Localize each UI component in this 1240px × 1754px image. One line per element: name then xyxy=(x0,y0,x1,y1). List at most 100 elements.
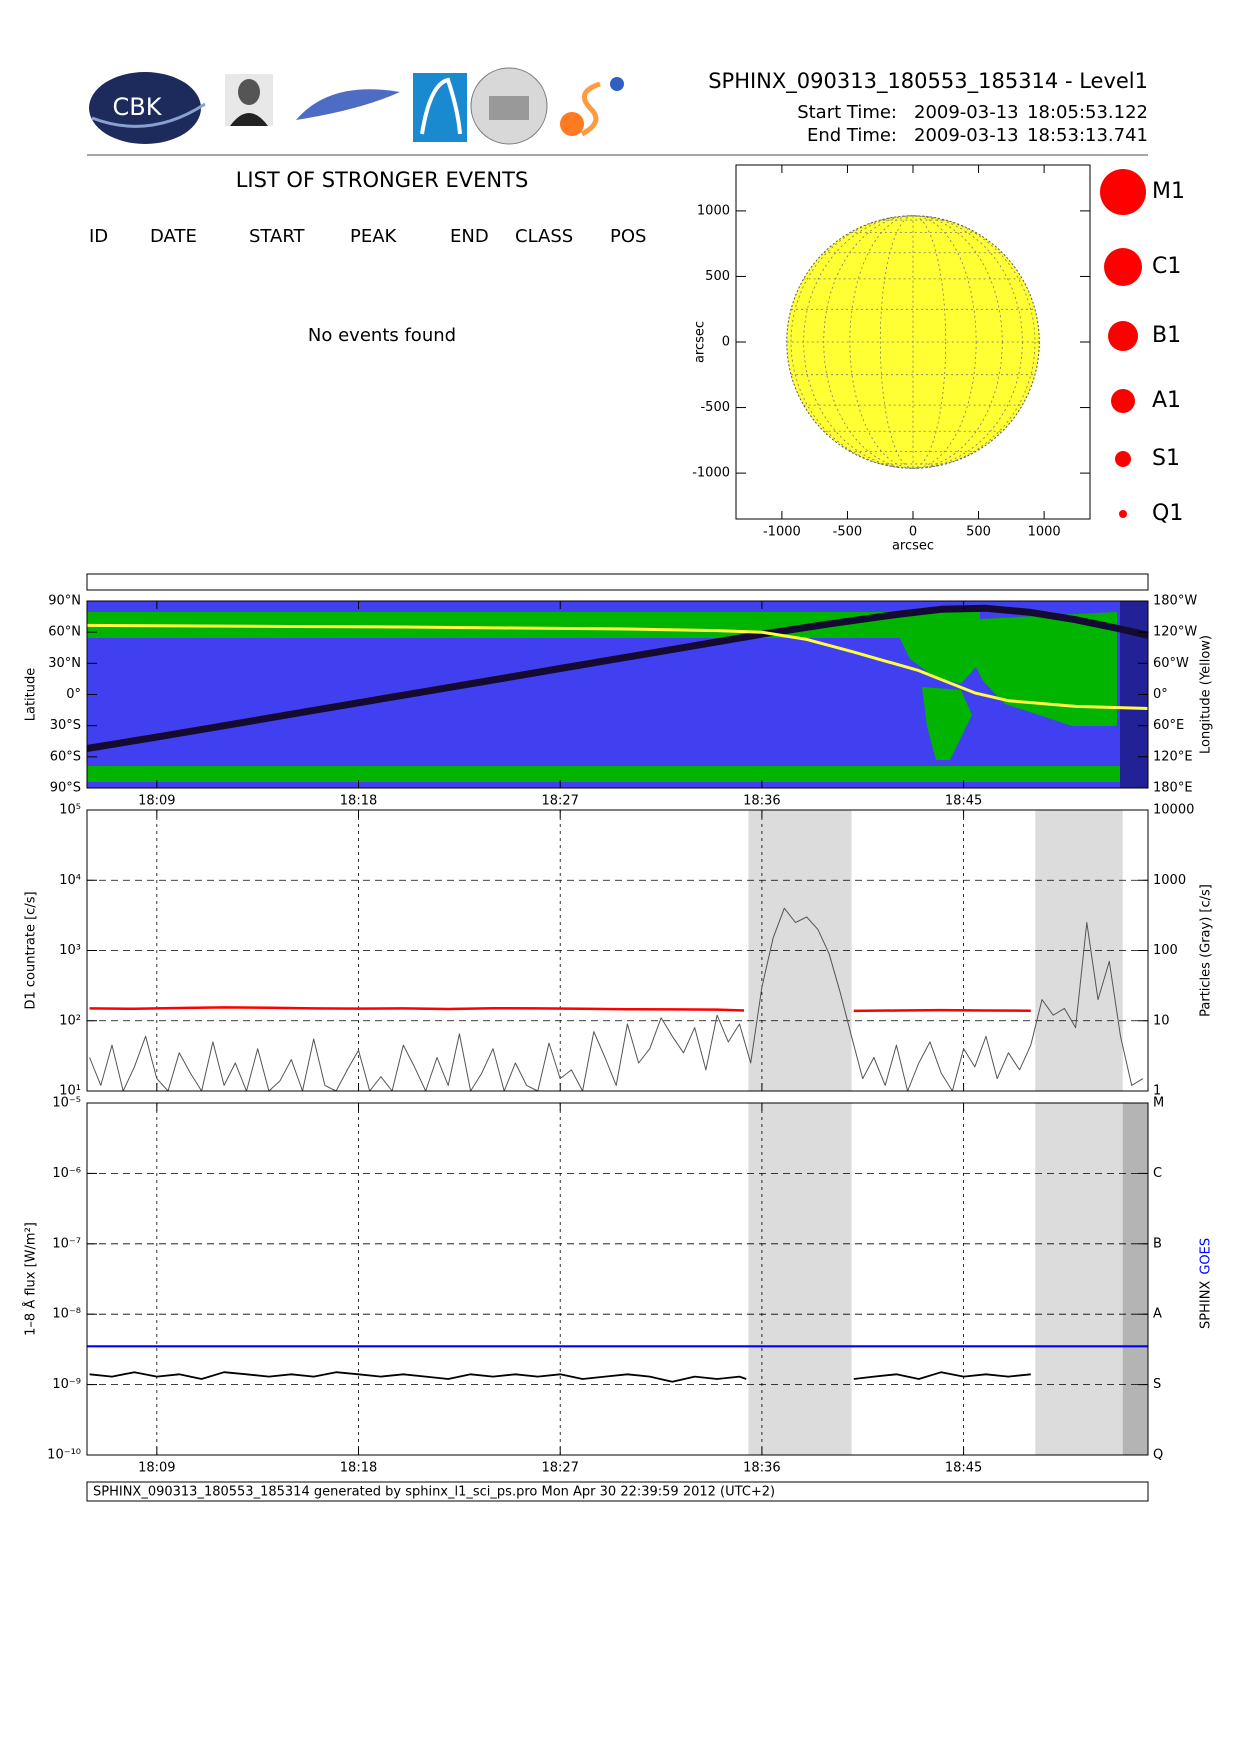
x-tick-label: 18:45 xyxy=(945,1461,982,1476)
y-tick-label: 30°N xyxy=(48,656,81,671)
y2-tick-label: 120°E xyxy=(1153,749,1193,764)
y-axis-title: 1–8 Å flux [W/m²] xyxy=(23,1222,39,1336)
y-tick-label: 90°S xyxy=(50,781,81,796)
footer-text: SPHINX_090313_180553_185314 generated by… xyxy=(93,1485,775,1500)
y2-tick-label: S xyxy=(1153,1377,1161,1392)
shaded-interval xyxy=(1035,1103,1123,1455)
footer-box xyxy=(86,1481,1149,1502)
y2-tick-label: 1000 xyxy=(1153,873,1186,888)
column-header: CLASS xyxy=(515,226,573,247)
x-tick-label: 18:09 xyxy=(138,1461,175,1476)
y2-tick-label: 60°E xyxy=(1153,718,1184,733)
legend-marker xyxy=(1119,510,1127,518)
legend-marker xyxy=(1104,248,1142,286)
start-label: Start Time: xyxy=(797,102,897,123)
y-tick-label: 10⁻⁷ xyxy=(52,1236,81,1251)
y-tick-label: 10² xyxy=(59,1013,81,1028)
column-header: PEAK xyxy=(350,226,398,247)
y-tick-label: 10⁻⁸ xyxy=(52,1307,81,1322)
y2-tick-label: 10 xyxy=(1153,1013,1170,1028)
y2-axis-title: Particles (Gray) [c/s] xyxy=(1199,884,1214,1017)
x-tick-label: 18:27 xyxy=(541,794,578,809)
x-tick-label: 18:36 xyxy=(743,1461,780,1476)
mifi-logo xyxy=(296,89,400,120)
legend-label: SPHINX xyxy=(1199,1281,1214,1329)
data-line xyxy=(86,623,1149,710)
y2-tick-label: 180°W xyxy=(1153,594,1197,609)
y-tick-label: 10¹ xyxy=(59,1084,81,1099)
y-tick-label: 10⁵ xyxy=(59,803,81,818)
y-tick-label: 30°S xyxy=(50,718,81,733)
land xyxy=(922,687,972,760)
x-tick-label: 1000 xyxy=(1028,525,1061,540)
y2-axis-title: Longitude (Yellow) xyxy=(1199,635,1214,754)
legend-label: C1 xyxy=(1152,254,1181,279)
y-tick-label: 10⁻¹⁰ xyxy=(47,1448,81,1463)
cbk-swoosh xyxy=(91,102,206,128)
portrait-head xyxy=(238,79,260,105)
y-tick-label: 10⁻⁹ xyxy=(52,1377,81,1392)
y2-tick-label: 60°W xyxy=(1153,656,1189,671)
y-axis-title: Latitude xyxy=(24,668,39,722)
data-line xyxy=(89,1371,1031,1383)
y2-tick-label: 120°W xyxy=(1153,625,1197,640)
y2-tick-label: 1 xyxy=(1153,1084,1161,1099)
y-tick-label: 500 xyxy=(705,269,730,284)
y-tick-label: -1000 xyxy=(692,466,730,481)
column-header: START xyxy=(249,226,306,247)
portrait-body xyxy=(230,113,268,126)
y-tick-label: 10³ xyxy=(59,943,81,958)
start-date: 2009-03-13 xyxy=(914,102,1019,123)
x-tick-label: 18:18 xyxy=(340,794,377,809)
orange-logo xyxy=(560,112,584,136)
y2-tick-label: 100 xyxy=(1153,943,1178,958)
meridian xyxy=(790,215,1036,469)
y-tick-label: 60°N xyxy=(48,625,81,640)
end-time: 18:53:13.741 xyxy=(1027,125,1148,146)
legend-label: A1 xyxy=(1152,388,1181,413)
data-line xyxy=(89,1006,1031,1013)
x-tick-label: 18:18 xyxy=(340,1461,377,1476)
x-tick-label: 18:45 xyxy=(945,794,982,809)
legend-marker xyxy=(1111,389,1135,413)
world-map xyxy=(87,601,1148,788)
y-tick-label: 0 xyxy=(722,335,730,350)
land xyxy=(87,766,1120,782)
y-tick-label: 90°N xyxy=(48,594,81,609)
events-message: No events found xyxy=(308,325,456,346)
blue-logo-arc xyxy=(420,77,462,135)
data-line xyxy=(86,604,1149,752)
x-tick-label: 500 xyxy=(966,525,991,540)
y2-tick-label: A xyxy=(1153,1307,1162,1322)
legend-label: M1 xyxy=(1152,179,1185,204)
legend-label: S1 xyxy=(1152,446,1180,471)
report-title: SPHINX_090313_180553_185314 - Level1 xyxy=(708,69,1148,94)
y-tick-label: -500 xyxy=(700,400,730,415)
plot-frame xyxy=(86,1102,1149,1456)
x-tick-label: 18:27 xyxy=(541,1461,578,1476)
y-tick-label: 10⁻⁵ xyxy=(52,1096,81,1111)
end-label: End Time: xyxy=(807,125,897,146)
legend-label: B1 xyxy=(1152,323,1181,348)
x-axis-title: arcsec xyxy=(892,539,934,554)
column-header: END xyxy=(450,226,489,247)
y-tick-label: 10⁻⁶ xyxy=(52,1166,81,1181)
column-header: ID xyxy=(89,226,108,247)
y2-tick-label: B xyxy=(1153,1236,1162,1251)
y-tick-label: 60°S xyxy=(50,749,81,764)
logo-text: CBK xyxy=(113,93,163,121)
y-axis-title: arcsec xyxy=(693,321,708,363)
y2-tick-label: C xyxy=(1153,1166,1162,1181)
y-tick-label: 0° xyxy=(66,687,81,702)
meridian xyxy=(849,215,977,469)
y2-tick-label: 10000 xyxy=(1153,803,1194,818)
x-tick-label: 18:09 xyxy=(138,794,175,809)
data-line xyxy=(89,907,1144,1092)
globe xyxy=(610,77,624,91)
x-tick-label: 0 xyxy=(909,525,917,540)
shaded-interval xyxy=(748,1103,852,1455)
y2-tick-label: M xyxy=(1153,1096,1164,1111)
legend-marker xyxy=(1108,321,1138,351)
y2-tick-label: 180°E xyxy=(1153,781,1193,796)
